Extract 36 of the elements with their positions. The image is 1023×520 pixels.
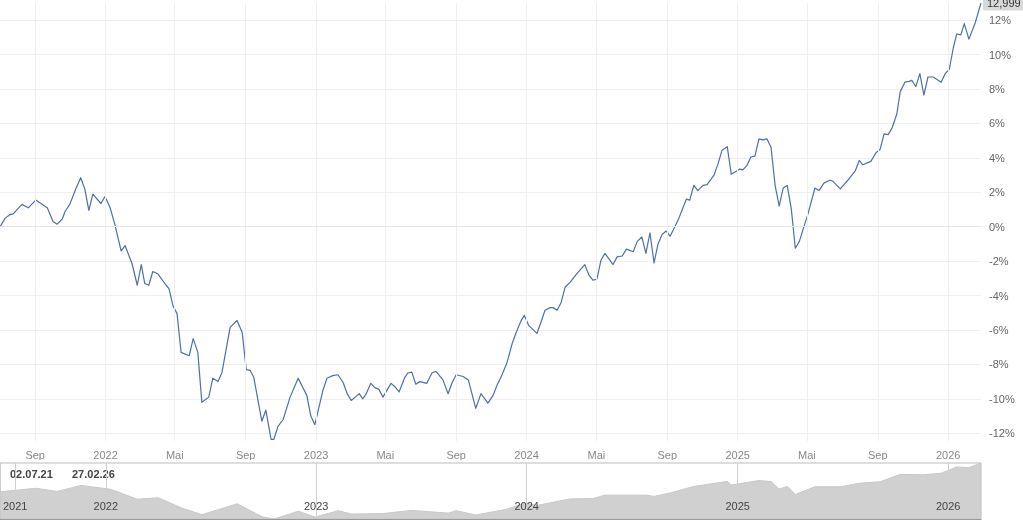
y-tick-label: 4% <box>989 151 1006 164</box>
x-tick-label: 2022 <box>93 499 118 512</box>
x-tick-label: 2026 <box>935 448 961 461</box>
annotation: 12,999 <box>987 0 1021 10</box>
y-tick-label: -2% <box>989 255 1009 268</box>
y-tick-label: 8% <box>989 83 1006 96</box>
x-tick-label: 2025 <box>725 499 750 512</box>
x-tick-label: 2026 <box>935 499 961 512</box>
x-tick-label: Sep <box>446 448 466 461</box>
y-tick-label: -12% <box>989 427 1015 440</box>
x-tick-label: Sep <box>657 448 678 461</box>
x-tick-label: 2024 <box>514 448 539 461</box>
x-tick-label: 2022 <box>93 448 118 461</box>
x-tick-label: Sep <box>25 448 45 461</box>
y-tick-label: -10% <box>989 392 1015 405</box>
y-tick-label: 0% <box>989 220 1006 233</box>
x-tick-label: 2023 <box>303 499 329 512</box>
x-tick-label: Mai <box>587 448 606 461</box>
x-tick-label: 2021 <box>2 499 28 512</box>
x-tick-label: Mai <box>376 448 395 461</box>
x-tick-label: Mai <box>797 448 816 461</box>
y-tick-label: 10% <box>989 48 1012 61</box>
y-tick-label: 12% <box>989 14 1012 27</box>
y-tick-label: 6% <box>989 117 1006 130</box>
x-tick-label: 2023 <box>303 448 329 461</box>
y-tick-label: -6% <box>989 323 1009 336</box>
annotation: 27.02.26 <box>72 467 115 480</box>
x-tick-label: Sep <box>235 448 256 461</box>
y-tick-label: 2% <box>989 186 1006 199</box>
x-tick-label: Mai <box>165 448 184 461</box>
x-tick-label: Sep <box>867 448 888 461</box>
y-tick-label: -4% <box>989 289 1009 302</box>
x-tick-label: 2024 <box>514 499 539 512</box>
x-tick-label: 2025 <box>725 448 750 461</box>
annotation: 02.07.21 <box>10 467 53 480</box>
y-tick-label: -8% <box>989 358 1009 371</box>
